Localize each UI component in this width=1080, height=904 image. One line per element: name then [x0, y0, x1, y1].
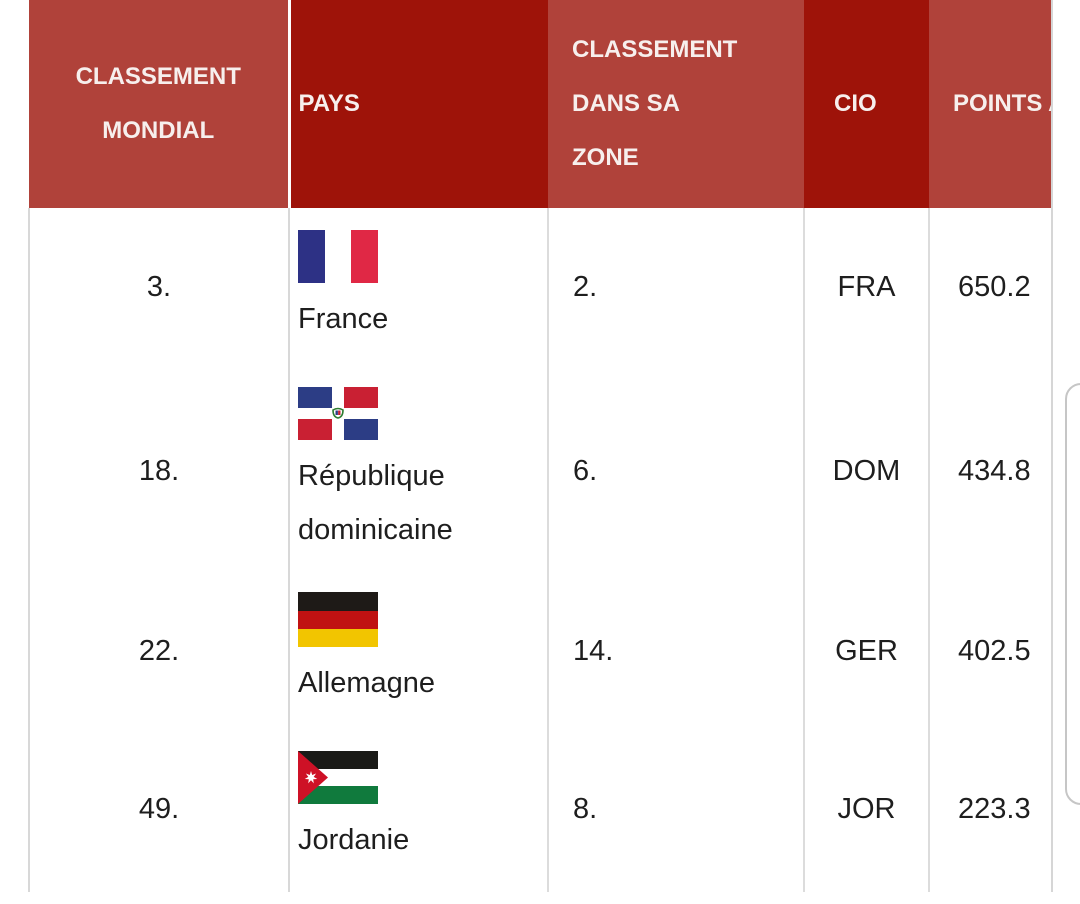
points-cell: 650.2	[929, 208, 1051, 367]
jordan-flag-icon	[298, 751, 547, 812]
zone-rank-cell: 14.	[548, 576, 805, 726]
ranking-table-viewport: CLASSEMENT MONDIAL PAYS CLASSEMENT DANS …	[28, 0, 1053, 892]
points-cell: 223.3	[929, 726, 1051, 892]
zone-rank-cell: 6.	[548, 367, 805, 576]
cio-code-cell: GER	[804, 576, 930, 726]
scrollbar-thumb[interactable]	[1065, 383, 1080, 805]
header-zone-rank: CLASSEMENT DANS SA ZONE	[548, 0, 804, 208]
germany-flag-icon	[298, 592, 547, 655]
header-country: PAYS	[289, 0, 548, 208]
world-rank-cell: 22.	[28, 576, 290, 726]
cio-code-cell: JOR	[804, 726, 930, 892]
header-cio: CIO	[804, 0, 929, 208]
coat-of-arms	[332, 407, 344, 419]
country-cell: République dominicaine	[289, 367, 549, 576]
zone-rank-cell: 2.	[548, 208, 805, 367]
header-world-rank: CLASSEMENT MONDIAL	[29, 0, 291, 208]
points-cell: 434.8	[929, 367, 1051, 576]
france-flag-icon	[298, 229, 547, 291]
world-rank-cell: 49.	[28, 726, 290, 892]
world-rank-cell: 3.	[28, 208, 290, 367]
country-cell: Allemagne	[289, 576, 549, 726]
cio-code-cell: FRA	[804, 208, 930, 367]
country-name: République dominicaine	[298, 459, 453, 546]
country-cell: Jordanie	[289, 726, 549, 892]
table-row: 49.	[28, 726, 1051, 892]
country-name: Jordanie	[298, 824, 410, 856]
world-rank-cell: 18.	[28, 367, 290, 576]
points-cell: 402.5	[929, 576, 1051, 726]
zone-rank-cell: 8.	[548, 726, 805, 892]
table-row: 3. France	[28, 208, 1051, 367]
dominican-republic-flag-icon	[298, 386, 547, 448]
header-points: POINTS ACTUELS	[929, 0, 1051, 208]
seven-point-star	[304, 771, 318, 784]
table-row: 22. Allemagne	[28, 576, 1051, 726]
country-name: Allemagne	[298, 667, 436, 699]
header-row: CLASSEMENT MONDIAL PAYS CLASSEMENT DANS …	[29, 0, 1051, 208]
country-name: France	[298, 302, 389, 335]
country-cell: France	[289, 208, 549, 367]
table-row: 18.	[28, 367, 1051, 576]
ranking-table: CLASSEMENT MONDIAL PAYS CLASSEMENT DANS …	[28, 0, 1051, 892]
cio-code-cell: DOM	[804, 367, 930, 576]
